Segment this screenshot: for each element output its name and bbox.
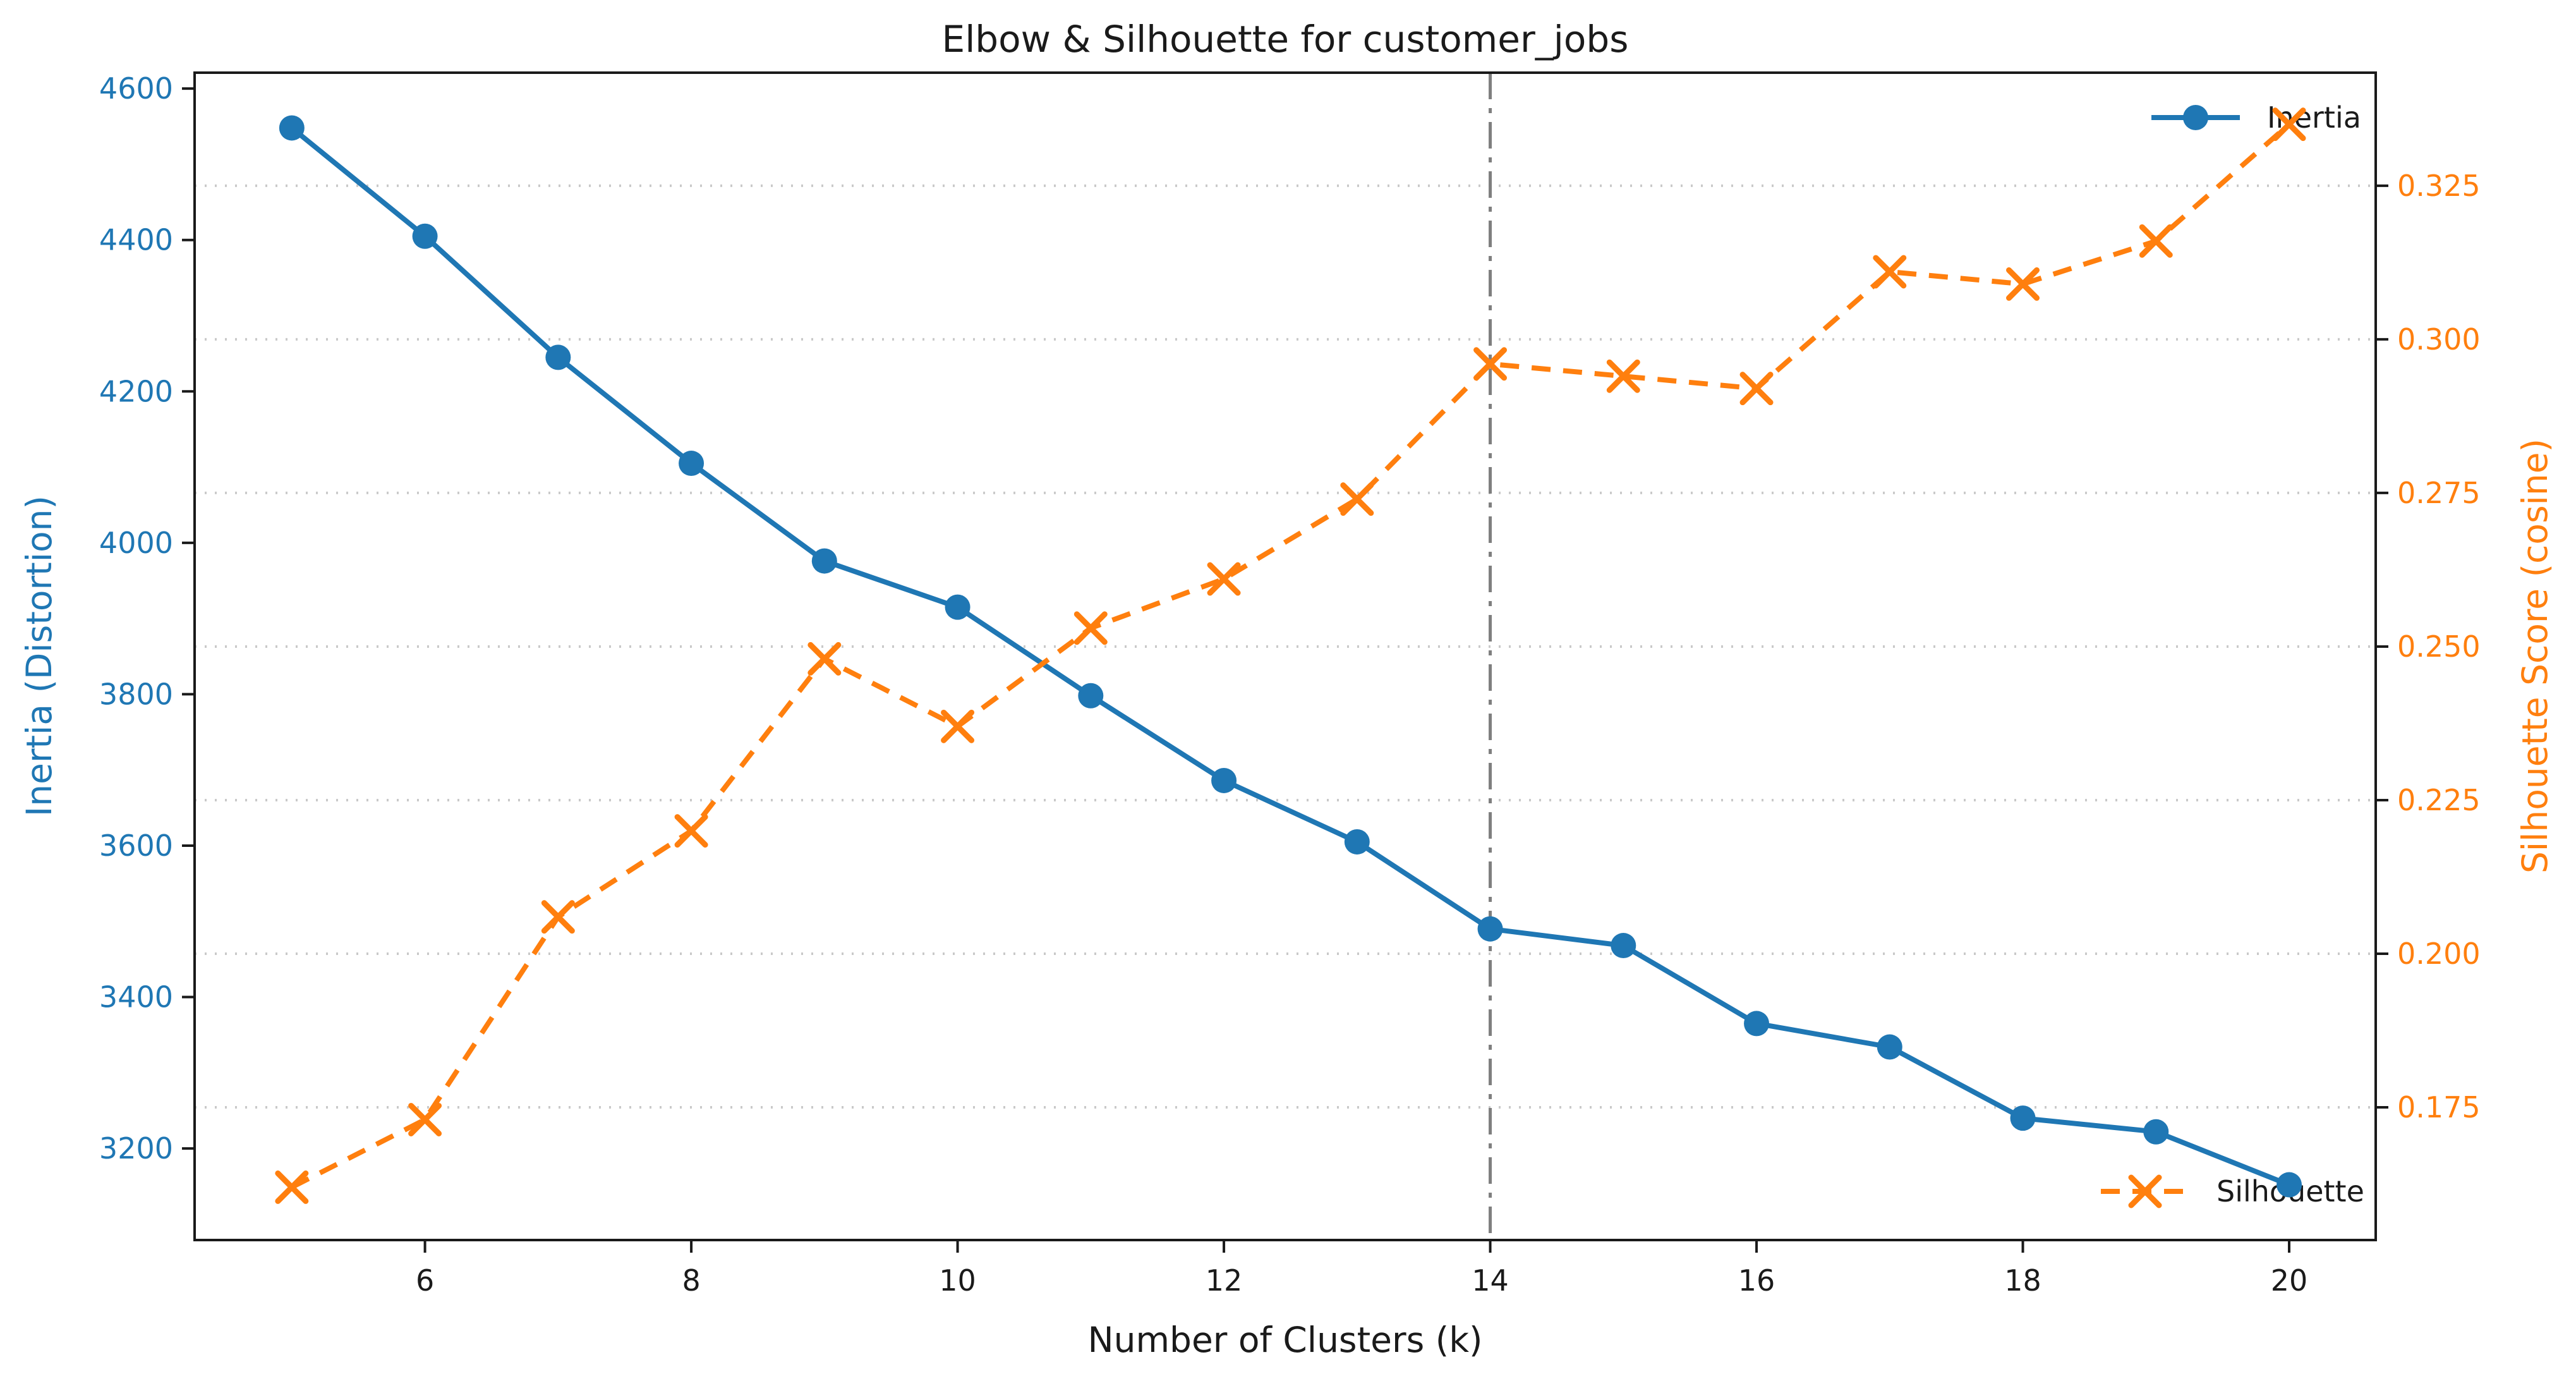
left-y-tick-label: 3800 xyxy=(99,677,173,711)
inertia-point-marker xyxy=(1477,916,1503,942)
inertia-point-marker xyxy=(1611,933,1636,959)
inertia-point-marker xyxy=(1078,683,1104,709)
silhouette-point-marker xyxy=(275,1170,309,1204)
right-y-tick-label: 0.325 xyxy=(2397,169,2481,203)
inertia-point-marker xyxy=(412,223,438,249)
silhouette-point-marker xyxy=(941,709,975,743)
silhouette-point-marker xyxy=(1073,611,1108,645)
x-tick-label: 14 xyxy=(1472,1263,1509,1298)
x-tick-label: 12 xyxy=(1206,1263,1243,1298)
left-y-tick-label: 4600 xyxy=(99,71,173,106)
x-axis-label: Number of Clusters (k) xyxy=(1087,1320,1483,1360)
silhouette-point-marker xyxy=(1473,347,1508,381)
right-y-tick-label: 0.300 xyxy=(2397,322,2481,356)
x-tick-label: 10 xyxy=(939,1263,976,1298)
silhouette-point-marker xyxy=(408,1102,442,1136)
left-y-axis-label: Inertia (Distortion) xyxy=(19,496,59,817)
inertia-point-marker xyxy=(1211,767,1237,793)
chart-title: Elbow & Silhouette for customer_jobs xyxy=(941,18,1629,61)
silhouette-point-marker xyxy=(2272,107,2306,142)
x-tick-label: 8 xyxy=(682,1263,700,1298)
silhouette-point-marker xyxy=(1606,359,1640,393)
left-y-tick-label: 4200 xyxy=(99,374,173,408)
inertia-point-marker xyxy=(2277,1172,2302,1198)
left-y-tick-label: 3600 xyxy=(99,829,173,863)
left-y-tick-label: 3200 xyxy=(99,1131,173,1165)
x-tick-label: 18 xyxy=(2004,1263,2041,1298)
right-y-tick-label: 0.275 xyxy=(2397,476,2481,510)
plot-frame xyxy=(193,71,2377,1241)
inertia-point-marker xyxy=(2143,1119,2169,1145)
x-tick-label: 16 xyxy=(1738,1263,1775,1298)
inertia-point-marker xyxy=(1344,829,1370,855)
right-y-tick-label: 0.175 xyxy=(2397,1090,2481,1124)
inertia-point-marker xyxy=(545,344,571,370)
inertia-point-marker xyxy=(2010,1105,2036,1131)
silhouette-point-marker xyxy=(1873,255,1907,289)
right-y-tick-label: 0.250 xyxy=(2397,630,2481,664)
inertia-point-marker xyxy=(1877,1034,1902,1060)
left-y-tick-label: 4000 xyxy=(99,526,173,560)
inertia-legend-sample-icon xyxy=(2151,105,2240,130)
silhouette-point-marker xyxy=(2139,224,2173,258)
x-tick-label: 6 xyxy=(416,1263,434,1298)
inertia-point-marker xyxy=(679,451,704,477)
silhouette-line xyxy=(290,122,2291,1189)
left-y-tick-label: 3400 xyxy=(99,980,173,1014)
silhouette-legend-sample-icon xyxy=(2101,1174,2189,1208)
right-y-axis-label: Silhouette Score (cosine) xyxy=(2515,438,2555,874)
left-y-tick-label: 4400 xyxy=(99,223,173,257)
right-y-tick-label: 0.225 xyxy=(2397,783,2481,817)
silhouette-point-marker xyxy=(1739,372,1774,406)
inertia-point-marker xyxy=(1744,1011,1770,1037)
silhouette-point-marker xyxy=(807,642,842,676)
inertia-point-marker xyxy=(279,115,305,141)
silhouette-point-marker xyxy=(2006,267,2040,301)
inertia-point-marker xyxy=(945,594,971,620)
x-tick-label: 20 xyxy=(2271,1263,2308,1298)
silhouette-point-marker xyxy=(674,814,708,848)
inertia-line xyxy=(290,126,2290,1188)
silhouette-point-marker xyxy=(1340,482,1374,516)
silhouette-point-marker xyxy=(541,900,575,934)
silhouette-point-marker xyxy=(1207,562,1241,596)
inertia-point-marker xyxy=(811,548,837,574)
right-y-tick-label: 0.200 xyxy=(2397,937,2481,971)
